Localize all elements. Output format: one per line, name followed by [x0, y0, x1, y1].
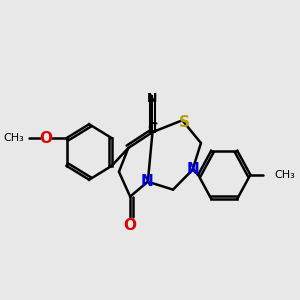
- Text: O: O: [40, 130, 52, 146]
- Text: O: O: [124, 218, 136, 233]
- Text: N: N: [147, 92, 158, 105]
- Text: C: C: [147, 121, 158, 135]
- Text: N: N: [140, 174, 153, 189]
- Text: S: S: [179, 115, 190, 130]
- Text: CH₃: CH₃: [274, 170, 295, 180]
- Text: N: N: [187, 162, 200, 177]
- Text: CH₃: CH₃: [3, 133, 24, 143]
